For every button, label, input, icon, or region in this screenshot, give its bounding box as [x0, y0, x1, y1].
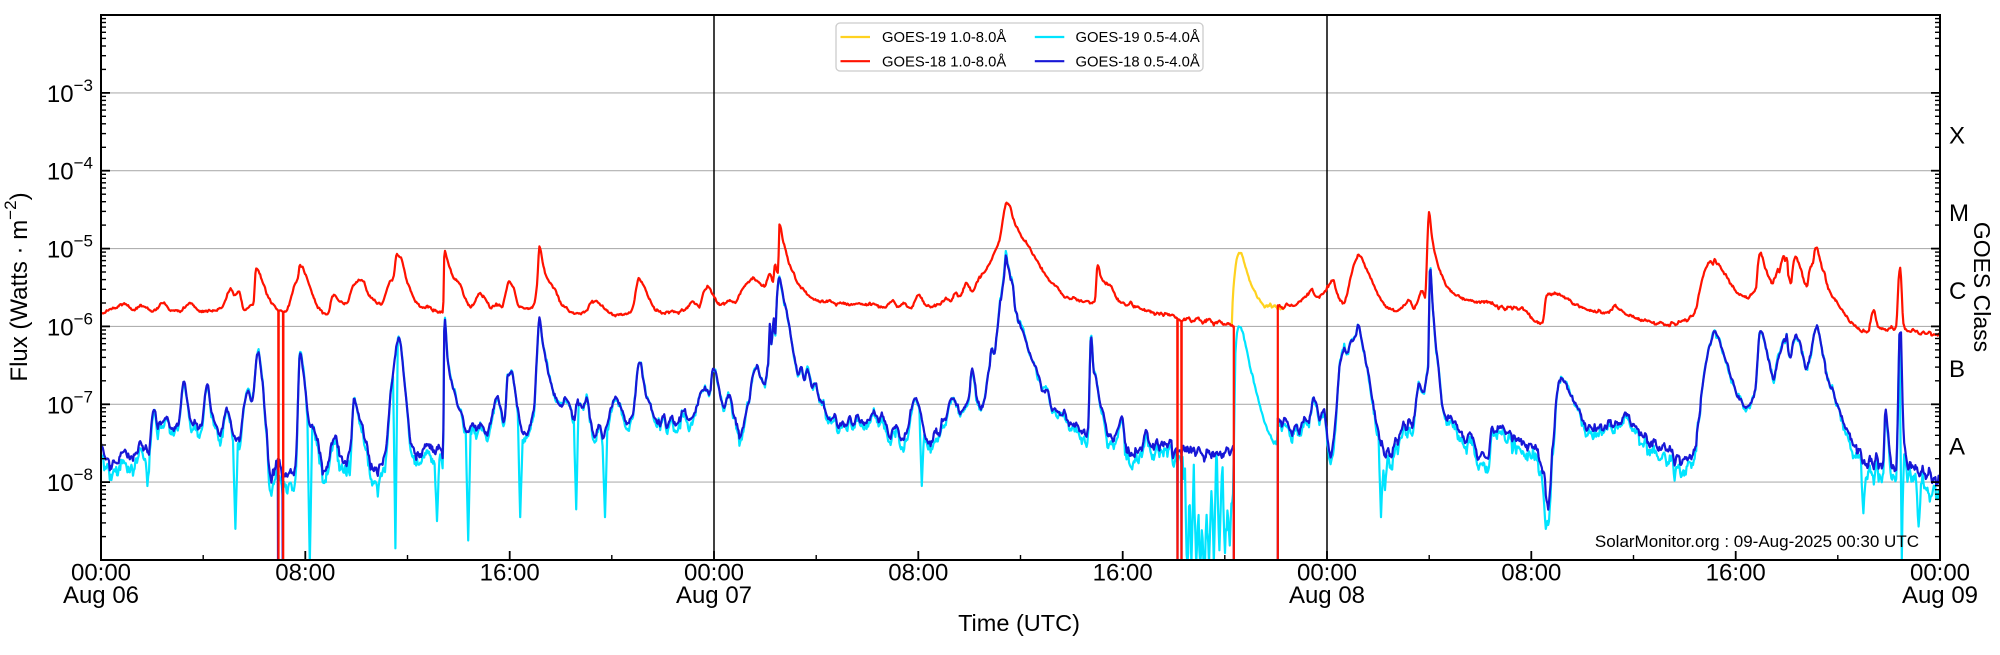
svg-text:08:00: 08:00: [275, 560, 335, 587]
svg-text:B: B: [1949, 356, 1965, 383]
svg-text:00:00: 00:00: [684, 560, 744, 587]
svg-text:GOES-18 1.0-8.0Å: GOES-18 1.0-8.0Å: [882, 53, 1006, 70]
svg-text:16:00: 16:00: [480, 560, 540, 587]
svg-text:16:00: 16:00: [1706, 560, 1766, 587]
svg-text:Flux (Watts · m−2): Flux (Watts · m−2): [1, 192, 33, 381]
svg-text:M: M: [1949, 200, 1969, 227]
svg-text:SolarMonitor.org : 09-Aug-2025: SolarMonitor.org : 09-Aug-2025 00:30 UTC: [1595, 532, 1919, 551]
svg-text:GOES-19 0.5-4.0Å: GOES-19 0.5-4.0Å: [1076, 29, 1200, 46]
svg-text:08:00: 08:00: [888, 560, 948, 587]
svg-text:GOES-18 0.5-4.0Å: GOES-18 0.5-4.0Å: [1076, 53, 1200, 70]
svg-text:Aug 08: Aug 08: [1289, 582, 1365, 609]
svg-text:GOES Class: GOES Class: [1969, 222, 1995, 352]
svg-text:A: A: [1949, 434, 1965, 461]
svg-text:GOES-19 1.0-8.0Å: GOES-19 1.0-8.0Å: [882, 29, 1006, 46]
svg-text:16:00: 16:00: [1093, 560, 1153, 587]
svg-text:Aug 06: Aug 06: [63, 582, 139, 609]
svg-text:08:00: 08:00: [1501, 560, 1561, 587]
svg-text:C: C: [1949, 278, 1966, 305]
svg-text:Time (UTC): Time (UTC): [958, 610, 1080, 636]
svg-text:00:00: 00:00: [1297, 560, 1357, 587]
svg-text:00:00: 00:00: [1910, 560, 1970, 587]
svg-text:00:00: 00:00: [71, 560, 131, 587]
svg-text:Aug 07: Aug 07: [676, 582, 752, 609]
svg-text:Aug 09: Aug 09: [1902, 582, 1978, 609]
svg-text:X: X: [1949, 122, 1965, 149]
